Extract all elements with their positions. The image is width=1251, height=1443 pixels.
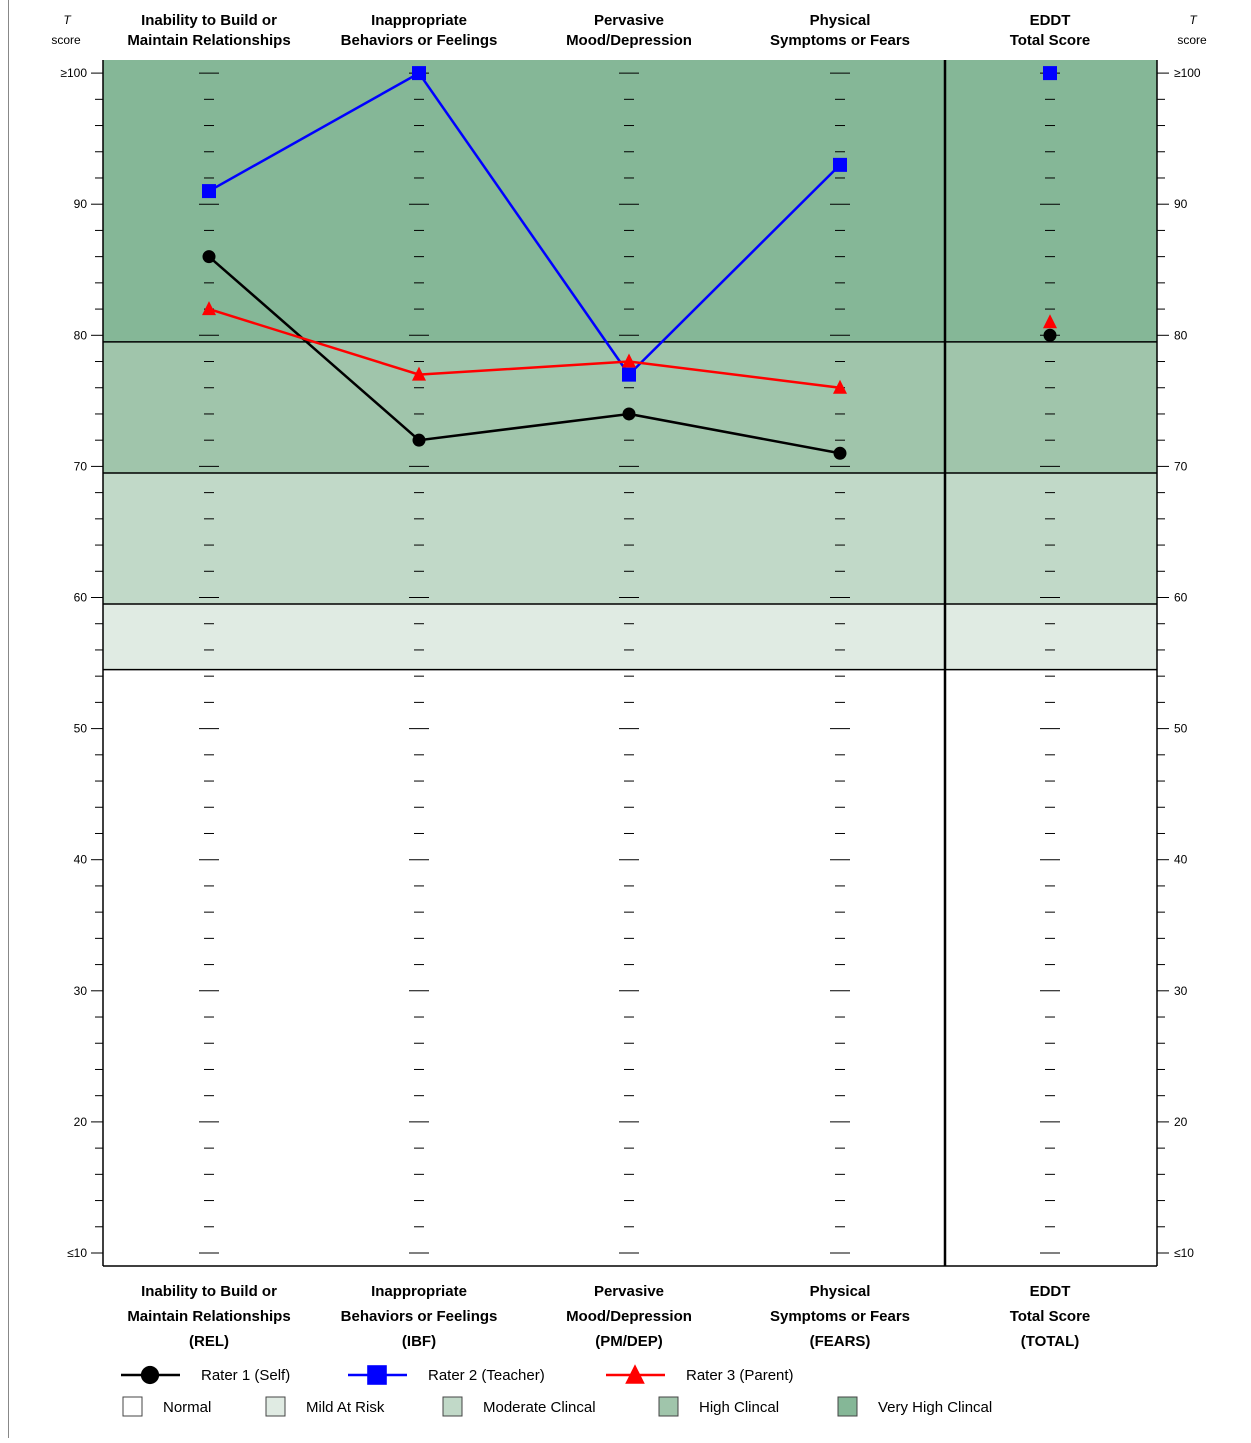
left-y-tick-label: 20 [74, 1115, 88, 1129]
right-y-tick-label: 40 [1174, 853, 1188, 867]
category-footer: Total Score [1010, 1308, 1091, 1325]
legend-marker-circle [140, 1365, 160, 1385]
category-header: Physical [810, 12, 871, 29]
left-y-tick-label: 70 [74, 459, 88, 473]
left-y-tick-label: 30 [74, 984, 88, 998]
right-y-tick-label: 70 [1174, 459, 1188, 473]
left-axis-title: score [51, 33, 81, 47]
legend-band-label: Moderate Clincal [483, 1399, 596, 1416]
series-point-circle [833, 446, 847, 460]
category-footer: (TOTAL) [1021, 1333, 1080, 1350]
series-line-square [208, 71, 841, 377]
legend-marker-triangle [625, 1364, 645, 1384]
legend-swatch [122, 1396, 143, 1417]
category-header: Maintain Relationships [127, 32, 290, 49]
legend-swatch [658, 1396, 679, 1417]
category-footer: Physical [810, 1283, 871, 1300]
right-axis-title: T [1189, 13, 1198, 27]
left-y-tick-label: 90 [74, 197, 88, 211]
series-point-circle [202, 250, 216, 264]
series-line-triangle [208, 307, 841, 389]
legend-series-label: Rater 3 (Parent) [686, 1367, 794, 1384]
legend-band-label: Normal [163, 1399, 211, 1416]
category-footer: Pervasive [594, 1283, 664, 1300]
category-footer: Mood/Depression [566, 1308, 692, 1325]
left-y-tick-label: 80 [74, 328, 88, 342]
band-normal [103, 669, 1157, 1253]
series-point-square [412, 66, 426, 81]
category-header: EDDT [1030, 12, 1071, 29]
page-left-rule [8, 0, 9, 1438]
right-y-tick-label: 20 [1174, 1115, 1188, 1129]
left-y-tick-label: 60 [74, 591, 88, 605]
legend-band-label: High Clincal [699, 1399, 779, 1416]
category-header: Behaviors or Feelings [341, 32, 498, 49]
total-score-point-circle [1043, 328, 1057, 342]
series-point-square [202, 184, 216, 199]
category-footer: Inappropriate [371, 1283, 467, 1300]
band-moderate-clincal [103, 472, 1157, 605]
category-footer: (IBF) [402, 1333, 436, 1350]
series-point-triangle [622, 353, 636, 368]
right-y-tick-label: 80 [1174, 328, 1188, 342]
series-point-circle [622, 407, 636, 421]
left-y-tick-label: ≥100 [60, 66, 87, 80]
category-footer: (FEARS) [810, 1333, 871, 1350]
left-y-tick-label: 50 [74, 722, 88, 736]
left-y-tick-label: ≤10 [67, 1246, 87, 1260]
category-footer: EDDT [1030, 1283, 1071, 1300]
right-y-tick-label: 50 [1174, 722, 1188, 736]
legend-swatch [442, 1396, 463, 1417]
category-header: Inability to Build or [141, 12, 277, 29]
series-point-square [622, 367, 636, 382]
legend-band-label: Very High Clincal [878, 1399, 992, 1416]
right-y-tick-label: 30 [1174, 984, 1188, 998]
category-footer: Inability to Build or [141, 1283, 277, 1300]
legend-band-label: Mild At Risk [306, 1399, 385, 1416]
series-point-triangle [412, 366, 426, 381]
left-axis-title: T [63, 13, 72, 27]
total-score-point-triangle [1043, 314, 1057, 329]
category-header: Total Score [1010, 32, 1091, 49]
category-header: Mood/Depression [566, 32, 692, 49]
legend-swatch [265, 1396, 286, 1417]
category-header: Symptoms or Fears [770, 32, 910, 49]
series-point-square [833, 157, 847, 172]
series-point-circle [412, 433, 426, 447]
right-y-tick-label: 90 [1174, 197, 1188, 211]
category-header: Inappropriate [371, 12, 467, 29]
category-footer: (PM/DEP) [595, 1333, 663, 1350]
total-score-point-square [1043, 66, 1057, 81]
category-header: Pervasive [594, 12, 664, 29]
right-axis-title: score [1177, 33, 1207, 47]
band-very-high-clincal [103, 60, 1157, 342]
left-y-tick-label: 40 [74, 853, 88, 867]
band-mild-at-risk [103, 604, 1157, 670]
legend-swatch [837, 1396, 858, 1417]
series-point-triangle [833, 379, 847, 394]
legend-series-label: Rater 2 (Teacher) [428, 1367, 545, 1384]
category-footer: Maintain Relationships [127, 1308, 290, 1325]
right-y-tick-label: ≤10 [1174, 1246, 1194, 1260]
series-point-triangle [202, 301, 216, 316]
right-y-tick-label: 60 [1174, 591, 1188, 605]
category-footer: Symptoms or Fears [770, 1308, 910, 1325]
category-footer: Behaviors or Feelings [341, 1308, 498, 1325]
category-footer: (REL) [189, 1333, 229, 1350]
legend-series-label: Rater 1 (Self) [201, 1367, 290, 1384]
series-line-circle [208, 255, 841, 455]
right-y-tick-label: ≥100 [1174, 66, 1201, 80]
legend-marker-square [367, 1365, 387, 1385]
